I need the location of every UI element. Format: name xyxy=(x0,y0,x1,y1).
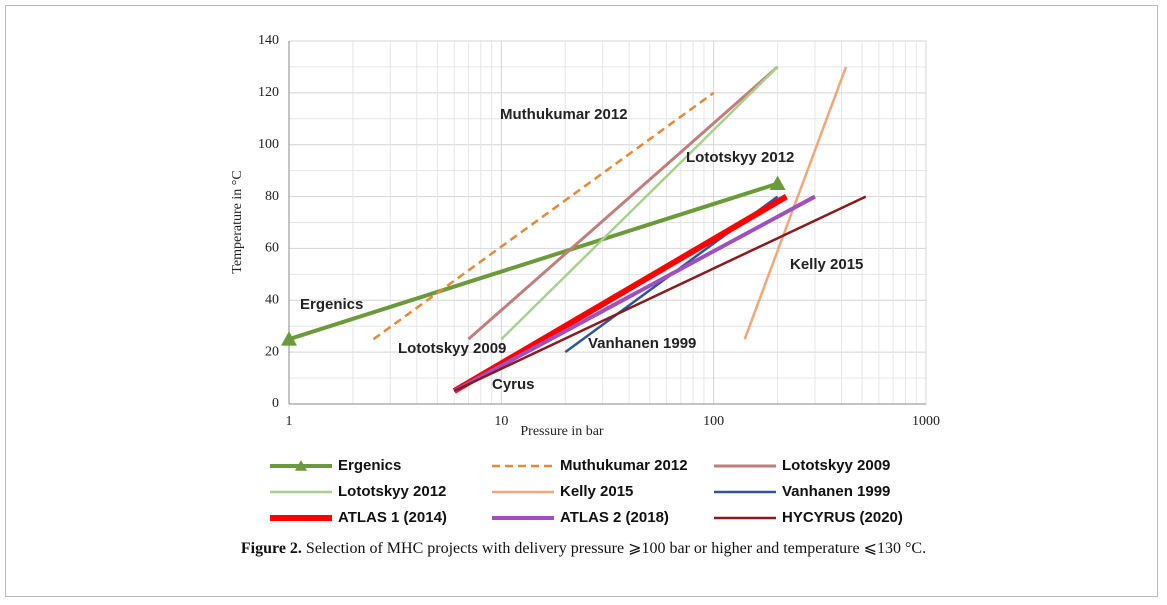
y-axis-label: Temperature in °C xyxy=(230,170,245,273)
series-line xyxy=(743,66,848,340)
y-tick-label: 60 xyxy=(265,241,279,256)
legend-label: ATLAS 1 (2014) xyxy=(338,509,447,526)
series-line xyxy=(467,65,779,341)
x-tick-label: 1 xyxy=(286,414,293,429)
legend-label: Muthukumar 2012 xyxy=(560,457,688,474)
y-tick-label: 0 xyxy=(272,396,279,411)
x-tick-label: 100 xyxy=(703,414,724,429)
series-line xyxy=(372,91,715,341)
annotation: Muthukumar 2012 xyxy=(500,106,628,123)
legend-label: Kelly 2015 xyxy=(560,483,633,500)
legend-label: HYCYRUS (2020) xyxy=(782,509,903,526)
legend-label: Vanhanen 1999 xyxy=(782,483,890,500)
y-tick-label: 40 xyxy=(265,293,279,308)
annotation: Cyrus xyxy=(492,376,535,393)
series-line xyxy=(453,195,867,393)
caption: Figure 2. Selection of MHC projects with… xyxy=(0,538,1167,558)
series-line xyxy=(500,66,779,341)
series-line xyxy=(453,194,816,393)
annotation: Lototskyy 2009 xyxy=(398,340,506,357)
y-tick-label: 80 xyxy=(265,189,279,204)
legend-label: ATLAS 2 (2018) xyxy=(560,509,669,526)
legend-marker xyxy=(295,460,307,471)
marker xyxy=(281,331,297,346)
caption-label: Figure 2. xyxy=(240,540,302,557)
legend-label: Lototskyy 2012 xyxy=(338,483,446,500)
series-line xyxy=(452,193,788,394)
marker xyxy=(769,175,786,191)
legend-label: Lototskyy 2009 xyxy=(782,457,890,474)
series-line xyxy=(288,181,779,342)
caption-text: Selection of MHC projects with delivery … xyxy=(301,540,927,557)
annotation: Ergenics xyxy=(300,296,363,313)
x-axis-label: Pressure in bar xyxy=(520,424,604,439)
x-tick-label: 10 xyxy=(494,414,508,429)
figure-frame xyxy=(5,5,1158,597)
x-tick-label: 1000 xyxy=(912,414,940,429)
y-tick-label: 20 xyxy=(265,344,279,359)
y-tick-label: 140 xyxy=(258,33,279,48)
chart: Pressure in bar Temperature in °C 0 20 40 6… xyxy=(230,33,940,526)
y-tick-label: 120 xyxy=(258,85,279,100)
legend-label: Ergenics xyxy=(338,457,401,474)
y-tick-label: 100 xyxy=(258,137,279,152)
annotation: Vanhanen 1999 xyxy=(588,335,696,352)
annotation: Kelly 2015 xyxy=(790,256,863,273)
annotation: Lototskyy 2012 xyxy=(686,149,794,166)
